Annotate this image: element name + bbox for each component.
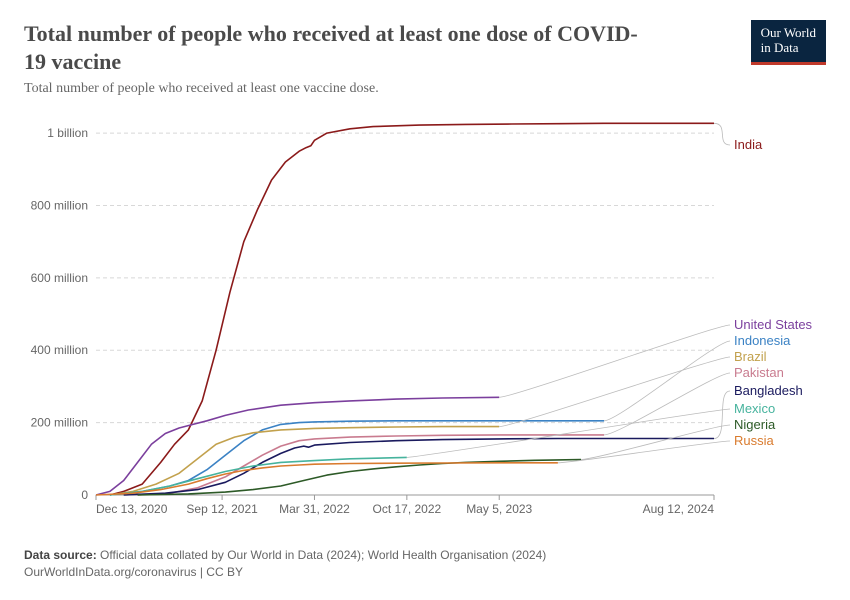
- line-chart: 0 200 million 400 million 600 million 800 mi…: [24, 107, 826, 537]
- series-line-united-states: [96, 397, 499, 495]
- x-tick-label: Sep 12, 2021: [186, 502, 258, 516]
- series-label-russia: Russia: [734, 433, 775, 448]
- logo-line1: Our World: [761, 25, 816, 40]
- attribution-line: OurWorldInData.org/coronavirus | CC BY: [24, 564, 826, 581]
- series-label-brazil: Brazil: [734, 349, 767, 364]
- x-tick-label: Oct 17, 2022: [372, 502, 441, 516]
- series-label-bangladesh: Bangladesh: [734, 383, 803, 398]
- series-label-india: India: [734, 137, 763, 152]
- leader-line: [581, 425, 730, 460]
- y-tick-label: 200 million: [31, 416, 88, 430]
- series-label-indonesia: Indonesia: [734, 333, 791, 348]
- y-tick-label: 0: [81, 488, 88, 502]
- source-label: Data source:: [24, 548, 97, 562]
- chart-area: 0 200 million 400 million 600 million 800 mi…: [24, 107, 826, 537]
- x-tick-label: Dec 13, 2020: [96, 502, 168, 516]
- y-tick-label: 600 million: [31, 271, 88, 285]
- y-tick-label: 1 billion: [47, 126, 88, 140]
- y-tick-label: 400 million: [31, 343, 88, 357]
- data-source-line: Data source: Official data collated by O…: [24, 547, 826, 564]
- leader-line: [407, 409, 730, 457]
- logo-line2: in Data: [761, 40, 799, 55]
- series-label-pakistan: Pakistan: [734, 365, 784, 380]
- x-tick-label: Mar 31, 2022: [279, 502, 350, 516]
- leader-line: [714, 123, 730, 145]
- series-label-united-states: United States: [734, 317, 813, 332]
- leader-line: [714, 391, 730, 439]
- chart-title: Total number of people who received at l…: [24, 20, 644, 75]
- source-text: Official data collated by Our World in D…: [97, 548, 547, 562]
- footer: Data source: Official data collated by O…: [24, 547, 826, 581]
- leader-line: [604, 373, 730, 435]
- owid-logo: Our World in Data: [751, 20, 826, 65]
- x-tick-label: May 5, 2023: [466, 502, 532, 516]
- series-line-pakistan: [138, 435, 604, 495]
- y-tick-label: 800 million: [31, 198, 88, 212]
- series-label-nigeria: Nigeria: [734, 417, 776, 432]
- header: Total number of people who received at l…: [24, 20, 826, 97]
- chart-subtitle: Total number of people who received at l…: [24, 81, 826, 97]
- series-label-mexico: Mexico: [734, 401, 775, 416]
- x-tick-label: Aug 12, 2024: [643, 502, 715, 516]
- leader-line: [499, 357, 730, 427]
